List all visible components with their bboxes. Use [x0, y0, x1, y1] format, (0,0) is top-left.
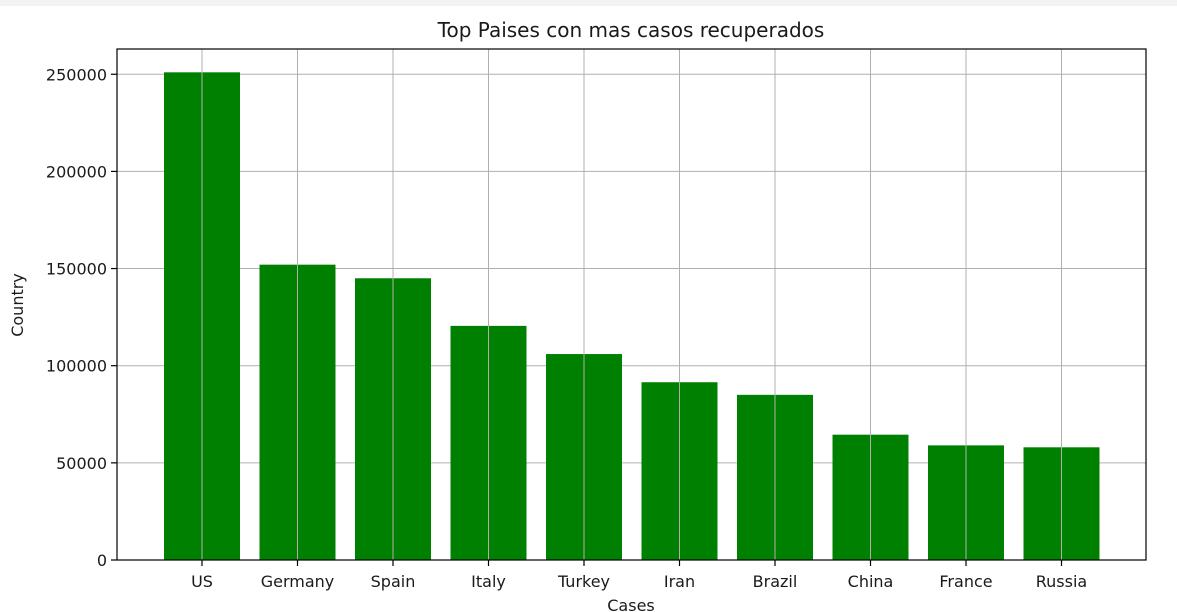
y-tick-label: 200000 [46, 162, 107, 181]
y-tick-label: 150000 [46, 260, 107, 279]
x-axis-label: Cases [607, 596, 655, 612]
y-tick-label: 0 [97, 551, 107, 570]
bars-layer [164, 72, 1100, 561]
top-strip [0, 0, 1177, 6]
x-tick-label: China [848, 572, 894, 591]
y-axis-label: Country [8, 273, 27, 337]
chart-title: Top Paises con mas casos recuperados [437, 18, 825, 42]
x-tick-label: Germany [261, 572, 335, 591]
y-tick-label: 250000 [46, 65, 107, 84]
y-tick-label: 100000 [46, 357, 107, 376]
x-tick-label: France [939, 572, 992, 591]
x-tick-label: Turkey [557, 572, 610, 591]
y-tick-label: 50000 [56, 454, 107, 473]
x-tick-label: US [191, 572, 213, 591]
x-ticks: US Germany Spain Italy Turkey Iran Brazil China… [191, 560, 1087, 591]
x-tick-label: Spain [371, 572, 416, 591]
x-tick-label: Iran [664, 572, 695, 591]
x-tick-label: Brazil [753, 572, 798, 591]
x-grid-layer [201, 49, 1062, 560]
x-tick-label: Italy [471, 572, 506, 591]
y-ticks: 0 50000 100000 150000 200000 250000 [46, 65, 117, 570]
x-tick-label: Russia [1036, 572, 1087, 591]
plot-frame [116, 48, 1147, 561]
